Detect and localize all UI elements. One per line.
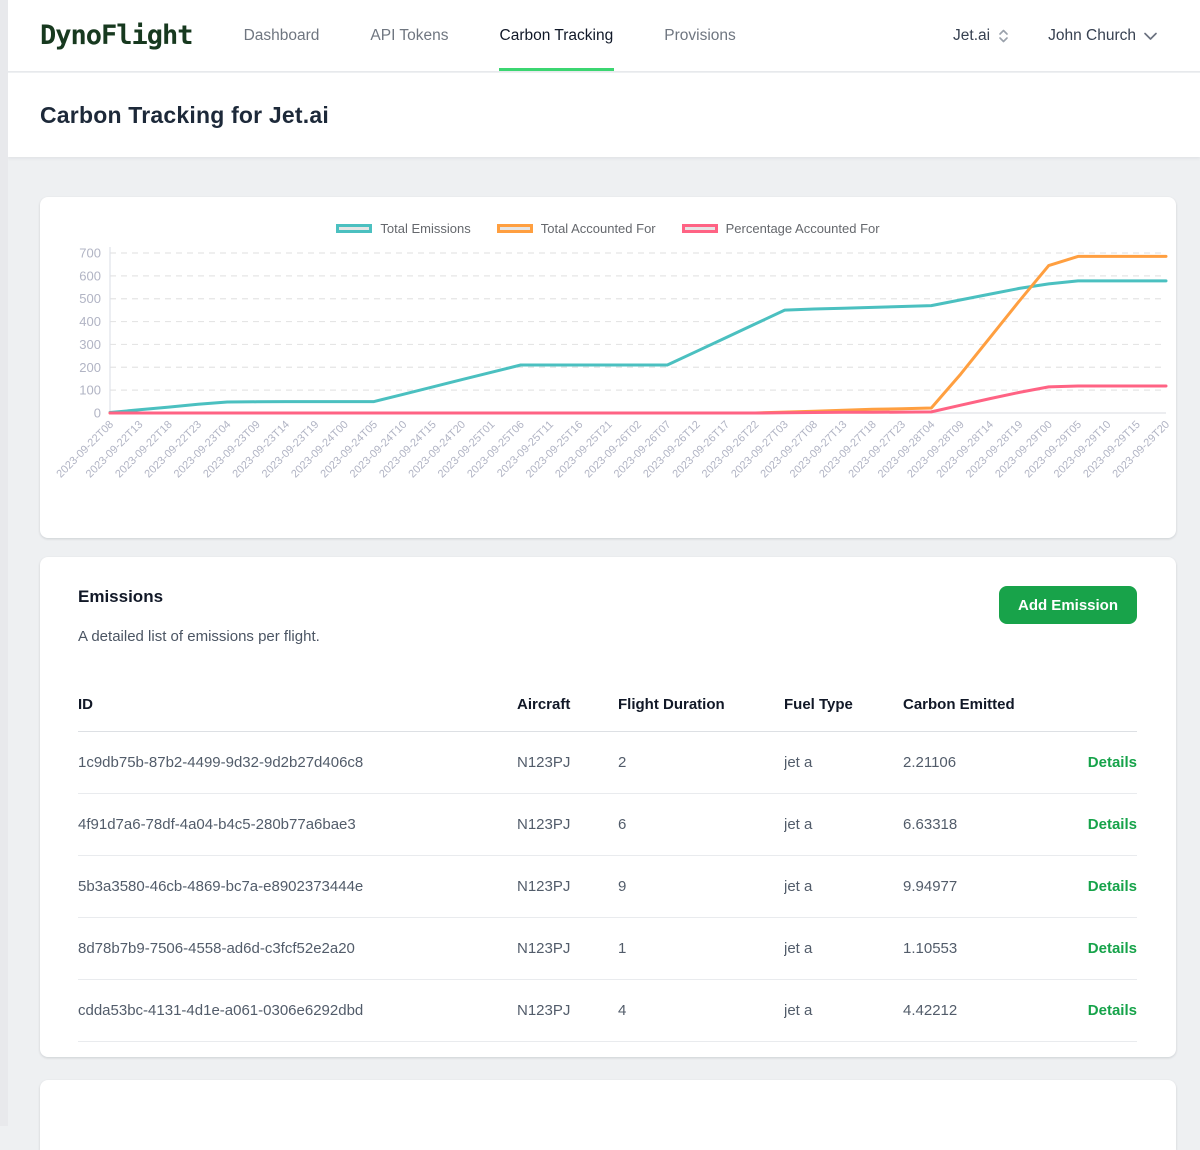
cell-fuel: jet a <box>784 816 813 833</box>
nav-label: Dashboard <box>243 26 320 44</box>
svg-text:600: 600 <box>79 268 101 283</box>
nav-item-api-tokens[interactable]: API Tokens <box>369 0 449 71</box>
table-row: cdda53bc-4131-4d1e-a061-0306e6292dbd N12… <box>78 980 1137 1042</box>
legend-label: Total Accounted For <box>540 221 656 236</box>
add-emission-button[interactable]: Add Emission <box>998 586 1137 624</box>
cell-aircraft: N123PJ <box>517 1002 571 1019</box>
nav-item-provisions[interactable]: Provisions <box>663 0 737 71</box>
cell-duration: 1 <box>618 940 627 957</box>
svg-text:200: 200 <box>79 360 101 375</box>
nav-label: Carbon Tracking <box>499 26 614 44</box>
legend-swatch-teal <box>336 224 373 233</box>
legend-swatch-orange <box>496 224 533 233</box>
col-carbon-emitted: Carbon Emitted <box>903 695 1015 713</box>
org-selector-value: Jet.ai <box>953 26 991 44</box>
main-nav: Dashboard API Tokens Carbon Tracking Pro… <box>243 0 737 71</box>
col-aircraft: Aircraft <box>517 695 571 713</box>
cell-carbon: 6.63318 <box>903 816 958 833</box>
top-navigation-bar: DynoFlight Dashboard API Tokens Carbon T… <box>8 0 1200 72</box>
svg-text:700: 700 <box>79 246 101 261</box>
details-link[interactable]: Details <box>1087 940 1137 957</box>
table-header-row: ID Aircraft Flight Duration Fuel Type Ca… <box>78 677 1137 732</box>
cell-aircraft: N123PJ <box>517 940 571 957</box>
table-row: 8d78b7b9-7506-4558-ad6d-c3fcf52e2a20 N12… <box>78 918 1137 980</box>
cell-id: 8d78b7b9-7506-4558-ad6d-c3fcf52e2a20 <box>78 940 355 957</box>
emissions-chart-card: Total Emissions Total Accounted For Perc… <box>40 197 1176 538</box>
user-menu[interactable]: John Church <box>1048 27 1158 45</box>
cell-id: cdda53bc-4131-4d1e-a061-0306e6292dbd <box>78 1002 364 1019</box>
cell-aircraft: N123PJ <box>517 754 571 771</box>
cell-aircraft: N123PJ <box>517 878 571 895</box>
page-left-gutter <box>0 0 8 1126</box>
logo-text: DynoFlight <box>40 20 194 51</box>
chart-legend: Total Emissions Total Accounted For Perc… <box>40 197 1176 236</box>
nav-label: API Tokens <box>370 26 449 44</box>
legend-label: Total Emissions <box>380 221 471 236</box>
emissions-header: Emissions A detailed list of emissions p… <box>40 557 1176 645</box>
cell-duration: 2 <box>618 754 627 771</box>
legend-item-percentage-accounted[interactable]: Percentage Accounted For <box>681 221 880 236</box>
details-link[interactable]: Details <box>1087 1002 1137 1019</box>
cell-id: 5b3a3580-46cb-4869-bc7a-e8902373444e <box>78 878 364 895</box>
svg-text:0: 0 <box>94 406 101 421</box>
cell-carbon: 1.10553 <box>903 940 958 957</box>
legend-item-total-accounted[interactable]: Total Accounted For <box>496 221 656 236</box>
svg-text:500: 500 <box>79 291 101 306</box>
emissions-section-subtitle: A detailed list of emissions per flight. <box>78 628 320 645</box>
table-row: 4f91d7a6-78df-4a04-b4c5-280b77a6bae3 N12… <box>78 794 1137 856</box>
cell-carbon: 2.21106 <box>903 754 957 771</box>
emissions-section-title: Emissions <box>78 587 164 606</box>
org-selector[interactable]: Jet.ai <box>953 27 1010 45</box>
cell-duration: 6 <box>618 816 627 833</box>
nav-item-carbon-tracking[interactable]: Carbon Tracking <box>498 0 615 71</box>
cell-carbon: 9.94977 <box>903 878 958 895</box>
cell-id: 1c9db75b-87b2-4499-9d32-9d2b27d406c8 <box>78 754 364 771</box>
emissions-table-card: Emissions A detailed list of emissions p… <box>40 557 1176 1057</box>
col-fuel-type: Fuel Type <box>784 695 853 713</box>
details-link[interactable]: Details <box>1087 816 1137 833</box>
cell-fuel: jet a <box>784 1002 813 1019</box>
cell-aircraft: N123PJ <box>517 816 571 833</box>
page-title-band: Carbon Tracking for Jet.ai <box>8 73 1200 157</box>
details-link[interactable]: Details <box>1087 754 1137 771</box>
legend-swatch-pink <box>681 224 718 233</box>
next-section-card <box>40 1080 1176 1150</box>
user-name: John Church <box>1048 26 1136 44</box>
cell-id: 4f91d7a6-78df-4a04-b4c5-280b77a6bae3 <box>78 816 356 833</box>
cell-fuel: jet a <box>784 878 813 895</box>
logo[interactable]: DynoFlight <box>40 0 194 71</box>
topbar-right: Jet.ai John Church <box>953 0 1158 71</box>
table-row: 5b3a3580-46cb-4869-bc7a-e8902373444e N12… <box>78 856 1137 918</box>
cell-fuel: jet a <box>784 940 813 957</box>
cell-duration: 9 <box>618 878 627 895</box>
cell-fuel: jet a <box>784 754 813 771</box>
updown-chevron-icon <box>997 28 1010 44</box>
nav-label: Provisions <box>664 26 736 44</box>
chevron-down-icon <box>1143 31 1158 41</box>
line-chart: 01002003004005006007002023-09-22T082023-… <box>54 246 1172 481</box>
legend-item-total-emissions[interactable]: Total Emissions <box>336 221 471 236</box>
details-link[interactable]: Details <box>1087 878 1137 895</box>
cell-carbon: 4.42212 <box>903 1002 958 1019</box>
legend-label: Percentage Accounted For <box>725 221 880 236</box>
svg-text:300: 300 <box>79 337 101 352</box>
nav-item-dashboard[interactable]: Dashboard <box>243 0 321 71</box>
col-id: ID <box>78 695 93 713</box>
col-flight-duration: Flight Duration <box>618 695 725 713</box>
table-row: 1c9db75b-87b2-4499-9d32-9d2b27d406c8 N12… <box>78 732 1137 794</box>
emissions-table: ID Aircraft Flight Duration Fuel Type Ca… <box>78 677 1137 1042</box>
page-title: Carbon Tracking for Jet.ai <box>40 101 329 128</box>
svg-text:100: 100 <box>79 383 101 398</box>
cell-duration: 4 <box>618 1002 627 1019</box>
svg-text:400: 400 <box>79 314 101 329</box>
